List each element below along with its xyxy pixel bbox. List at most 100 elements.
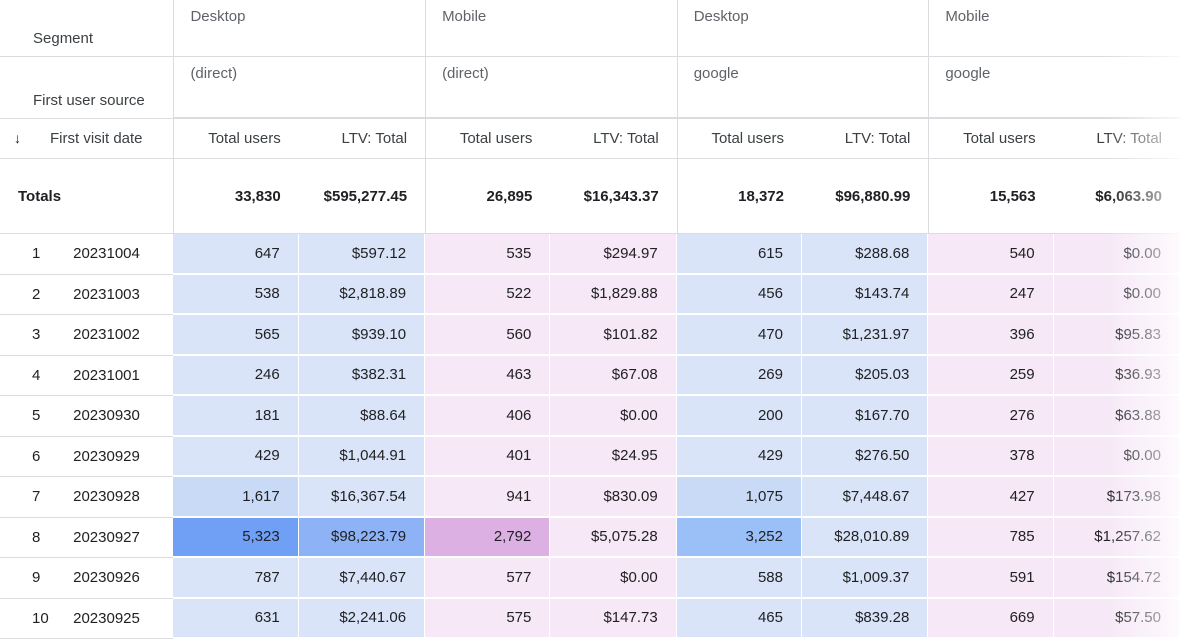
total-users-cell[interactable]: 560: [425, 315, 551, 356]
ltv-total-cell[interactable]: $101.82: [550, 315, 677, 356]
ltv-total-cell[interactable]: $0.00: [1053, 234, 1180, 275]
ltv-total-cell[interactable]: $7,440.67: [298, 558, 426, 599]
total-users-cell[interactable]: 575: [425, 598, 551, 639]
total-users-cell[interactable]: 470: [676, 315, 802, 356]
ltv-total-cell[interactable]: $0.00: [1053, 436, 1180, 477]
ltv-total-cell[interactable]: $16,367.54: [298, 477, 426, 518]
total-users-cell[interactable]: 669: [928, 598, 1054, 639]
total-users-cell[interactable]: 588: [676, 558, 802, 599]
total-users-cell[interactable]: 522: [425, 274, 551, 315]
table-row[interactable]: 8 20230927 5,323 $98,223.79 2,792 $5,075.28 3,…: [0, 517, 1180, 558]
row-date[interactable]: 20231004: [55, 234, 174, 275]
segment-header[interactable]: Mobile: [928, 0, 1180, 57]
ltv-total-cell[interactable]: $830.09: [550, 477, 677, 518]
ltv-total-cell[interactable]: $382.31: [298, 355, 426, 396]
row-date[interactable]: 20231003: [55, 275, 174, 315]
ltv-total-cell[interactable]: $1,231.97: [802, 315, 929, 356]
ltv-total-cell[interactable]: $24.95: [550, 436, 677, 477]
ltv-total-cell[interactable]: $288.68: [802, 234, 929, 275]
table-row[interactable]: 6 20230929 429 $1,044.91 401 $24.95 429 $276.50…: [0, 436, 1180, 477]
metric-header-total-users[interactable]: Total users: [928, 119, 1054, 159]
total-users-cell[interactable]: 456: [676, 274, 802, 315]
total-users-cell[interactable]: 565: [173, 315, 299, 356]
source-header[interactable]: google: [928, 57, 1180, 119]
ltv-total-cell[interactable]: $2,818.89: [298, 274, 426, 315]
source-header[interactable]: (direct): [425, 57, 677, 119]
total-users-cell[interactable]: 246: [173, 355, 299, 396]
total-users-cell[interactable]: 429: [173, 436, 299, 477]
table-row[interactable]: 5 20230930 181 $88.64 406 $0.00 200 $167.70 276 $…: [0, 396, 1180, 437]
total-users-cell[interactable]: 401: [425, 436, 551, 477]
ltv-total-cell[interactable]: $143.74: [802, 274, 929, 315]
table-row[interactable]: 1 20231004 647 $597.12 535 $294.97 615 $288.68 5…: [0, 234, 1180, 275]
total-users-cell[interactable]: 3,252: [676, 517, 802, 558]
date-column-header[interactable]: ↓ First visit date: [0, 119, 174, 159]
ltv-total-cell[interactable]: $154.72: [1053, 558, 1180, 599]
row-date[interactable]: 20230927: [55, 518, 174, 558]
total-users-cell[interactable]: 591: [928, 558, 1054, 599]
total-users-cell[interactable]: 429: [676, 436, 802, 477]
ltv-total-cell[interactable]: $5,075.28: [550, 517, 677, 558]
ltv-total-cell[interactable]: $939.10: [298, 315, 426, 356]
table-row[interactable]: 2 20231003 538 $2,818.89 522 $1,829.88 456 $143…: [0, 274, 1180, 315]
ltv-total-cell[interactable]: $57.50: [1053, 598, 1180, 639]
ltv-total-cell[interactable]: $1,009.37: [802, 558, 929, 599]
total-users-cell[interactable]: 247: [928, 274, 1054, 315]
ltv-total-cell[interactable]: $0.00: [550, 558, 677, 599]
ltv-total-cell[interactable]: $7,448.67: [802, 477, 929, 518]
ltv-total-cell[interactable]: $294.97: [550, 234, 677, 275]
ltv-total-cell[interactable]: $95.83: [1053, 315, 1180, 356]
ltv-total-cell[interactable]: $147.73: [550, 598, 677, 639]
total-users-cell[interactable]: 269: [676, 355, 802, 396]
metric-header-total-users[interactable]: Total users: [173, 119, 299, 159]
ltv-total-cell[interactable]: $67.08: [550, 355, 677, 396]
arrow-down-icon[interactable]: ↓: [14, 130, 21, 146]
ltv-total-cell[interactable]: $205.03: [802, 355, 929, 396]
segment-header[interactable]: Desktop: [676, 0, 929, 57]
total-users-cell[interactable]: 941: [425, 477, 551, 518]
row-date[interactable]: 20231001: [55, 356, 174, 396]
ltv-total-cell[interactable]: $597.12: [298, 234, 426, 275]
ltv-total-cell[interactable]: $0.00: [550, 396, 677, 437]
table-row[interactable]: 10 20230925 631 $2,241.06 575 $147.73 465 $839.…: [0, 598, 1180, 639]
total-users-cell[interactable]: 463: [425, 355, 551, 396]
total-users-cell[interactable]: 396: [928, 315, 1054, 356]
ltv-total-cell[interactable]: $36.93: [1053, 355, 1180, 396]
metric-header-ltv-total[interactable]: LTV: Total: [1053, 119, 1180, 159]
total-users-cell[interactable]: 1,617: [173, 477, 299, 518]
total-users-cell[interactable]: 647: [173, 234, 299, 275]
metric-header-ltv-total[interactable]: LTV: Total: [298, 119, 426, 159]
total-users-cell[interactable]: 787: [173, 558, 299, 599]
ltv-total-cell[interactable]: $2,241.06: [298, 598, 426, 639]
total-users-cell[interactable]: 785: [928, 517, 1054, 558]
table-row[interactable]: 9 20230926 787 $7,440.67 577 $0.00 588 $1,009.3…: [0, 558, 1180, 599]
ltv-total-cell[interactable]: $0.00: [1053, 274, 1180, 315]
total-users-cell[interactable]: 378: [928, 436, 1054, 477]
ltv-total-cell[interactable]: $1,044.91: [298, 436, 426, 477]
ltv-total-cell[interactable]: $98,223.79: [298, 517, 426, 558]
total-users-cell[interactable]: 200: [676, 396, 802, 437]
total-users-cell[interactable]: 406: [425, 396, 551, 437]
total-users-cell[interactable]: 631: [173, 598, 299, 639]
segment-header[interactable]: Mobile: [425, 0, 677, 57]
segment-header[interactable]: Desktop: [173, 0, 426, 57]
total-users-cell[interactable]: 465: [676, 598, 802, 639]
ltv-total-cell[interactable]: $276.50: [802, 436, 929, 477]
total-users-cell[interactable]: 577: [425, 558, 551, 599]
ltv-total-cell[interactable]: $839.28: [802, 598, 929, 639]
ltv-total-cell[interactable]: $63.88: [1053, 396, 1180, 437]
table-row[interactable]: 7 20230928 1,617 $16,367.54 941 $830.09 1,075 $…: [0, 477, 1180, 518]
source-header[interactable]: (direct): [173, 57, 426, 119]
metric-header-total-users[interactable]: Total users: [676, 119, 802, 159]
table-row[interactable]: 3 20231002 565 $939.10 560 $101.82 470 $1,231.9…: [0, 315, 1180, 356]
ltv-total-cell[interactable]: $88.64: [298, 396, 426, 437]
ltv-total-cell[interactable]: $1,257.62: [1053, 517, 1180, 558]
metric-header-total-users[interactable]: Total users: [425, 119, 551, 159]
table-row[interactable]: 4 20231001 246 $382.31 463 $67.08 269 $205.03 25…: [0, 355, 1180, 396]
total-users-cell[interactable]: 427: [928, 477, 1054, 518]
ltv-total-cell[interactable]: $1,829.88: [550, 274, 677, 315]
total-users-cell[interactable]: 5,323: [173, 517, 299, 558]
total-users-cell[interactable]: 535: [425, 234, 551, 275]
metric-header-ltv-total[interactable]: LTV: Total: [550, 119, 677, 159]
row-date[interactable]: 20230930: [55, 396, 174, 437]
